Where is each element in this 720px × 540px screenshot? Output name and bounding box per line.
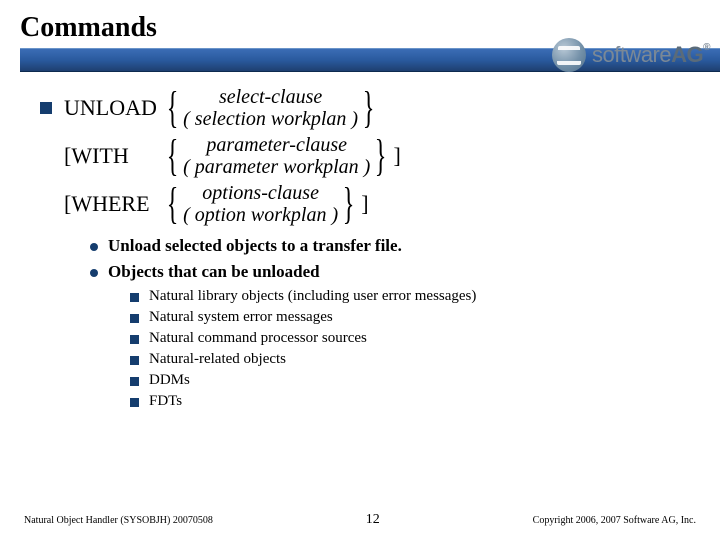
square-bullet-icon bbox=[130, 335, 139, 344]
registered-icon: ® bbox=[703, 42, 710, 53]
right-brace-icon: } bbox=[343, 184, 355, 224]
footer-left: Natural Object Handler (SYSOBJH) 2007050… bbox=[24, 515, 213, 526]
syntax-row: UNLOAD { select-clause ( selection workp… bbox=[40, 86, 720, 130]
trail: ] bbox=[361, 191, 368, 217]
alt-top: parameter-clause bbox=[206, 134, 347, 156]
square-bullet-icon bbox=[130, 377, 139, 386]
list-item: FDTs bbox=[130, 393, 720, 410]
list-item: Natural command processor sources bbox=[130, 330, 720, 347]
square-bullet-icon bbox=[40, 102, 52, 114]
keyword: [WITH bbox=[64, 143, 162, 169]
dot-bullet-icon bbox=[90, 243, 98, 251]
square-bullet-icon bbox=[130, 398, 139, 407]
alt-bottom: ( parameter workplan ) bbox=[183, 156, 370, 178]
syntax-block: UNLOAD { select-clause ( selection workp… bbox=[40, 86, 720, 226]
list-item-text: Natural system error messages bbox=[149, 309, 333, 326]
alternatives: select-clause ( selection workplan ) bbox=[183, 86, 358, 130]
list-item-text: FDTs bbox=[149, 393, 182, 410]
right-brace-icon: } bbox=[363, 88, 375, 128]
list-item: Unload selected objects to a transfer fi… bbox=[90, 236, 720, 256]
alternatives: options-clause ( option workplan ) bbox=[183, 182, 338, 226]
left-brace-icon: { bbox=[167, 184, 179, 224]
dot-bullet-icon bbox=[90, 269, 98, 277]
list-item: Natural-related objects bbox=[130, 351, 720, 368]
logo-text: softwareAG® bbox=[592, 42, 710, 68]
keyword: [WHERE bbox=[64, 191, 162, 217]
alt-bottom: ( selection workplan ) bbox=[183, 108, 358, 130]
logo-mark-icon bbox=[552, 38, 586, 72]
trail: ] bbox=[393, 143, 400, 169]
page-number: 12 bbox=[366, 512, 380, 528]
list-item: DDMs bbox=[130, 372, 720, 389]
list-item-text: Natural-related objects bbox=[149, 351, 286, 368]
keyword: UNLOAD bbox=[64, 95, 162, 121]
alternatives: parameter-clause ( parameter workplan ) bbox=[183, 134, 370, 178]
list-item: Objects that can be unloaded bbox=[90, 262, 720, 282]
alt-bottom: ( option workplan ) bbox=[183, 204, 338, 226]
right-brace-icon: } bbox=[375, 136, 387, 176]
square-bullet-icon bbox=[130, 293, 139, 302]
logo-pre: software bbox=[592, 42, 671, 67]
body-list: Unload selected objects to a transfer fi… bbox=[90, 236, 720, 410]
square-bullet-icon bbox=[130, 356, 139, 365]
list-item: Natural system error messages bbox=[130, 309, 720, 326]
list-item: Natural library objects (including user … bbox=[130, 288, 720, 305]
list-item-text: Natural command processor sources bbox=[149, 330, 367, 347]
list-item-text: Objects that can be unloaded bbox=[108, 262, 320, 282]
left-brace-icon: { bbox=[167, 136, 179, 176]
list-item-text: Unload selected objects to a transfer fi… bbox=[108, 236, 402, 256]
brand-logo: softwareAG® bbox=[552, 38, 710, 72]
alt-top: options-clause bbox=[202, 182, 319, 204]
square-bullet-icon bbox=[130, 314, 139, 323]
left-brace-icon: { bbox=[167, 88, 179, 128]
list-item-text: Natural library objects (including user … bbox=[149, 288, 476, 305]
footer-right: Copyright 2006, 2007 Software AG, Inc. bbox=[533, 515, 696, 526]
footer: Natural Object Handler (SYSOBJH) 2007050… bbox=[0, 512, 720, 528]
syntax-row: [WHERE { options-clause ( option workpla… bbox=[40, 182, 720, 226]
logo-bold: AG bbox=[671, 42, 703, 67]
sublist: Natural library objects (including user … bbox=[130, 288, 720, 410]
list-item-text: DDMs bbox=[149, 372, 190, 389]
alt-top: select-clause bbox=[219, 86, 322, 108]
syntax-row: [WITH { parameter-clause ( parameter wor… bbox=[40, 134, 720, 178]
